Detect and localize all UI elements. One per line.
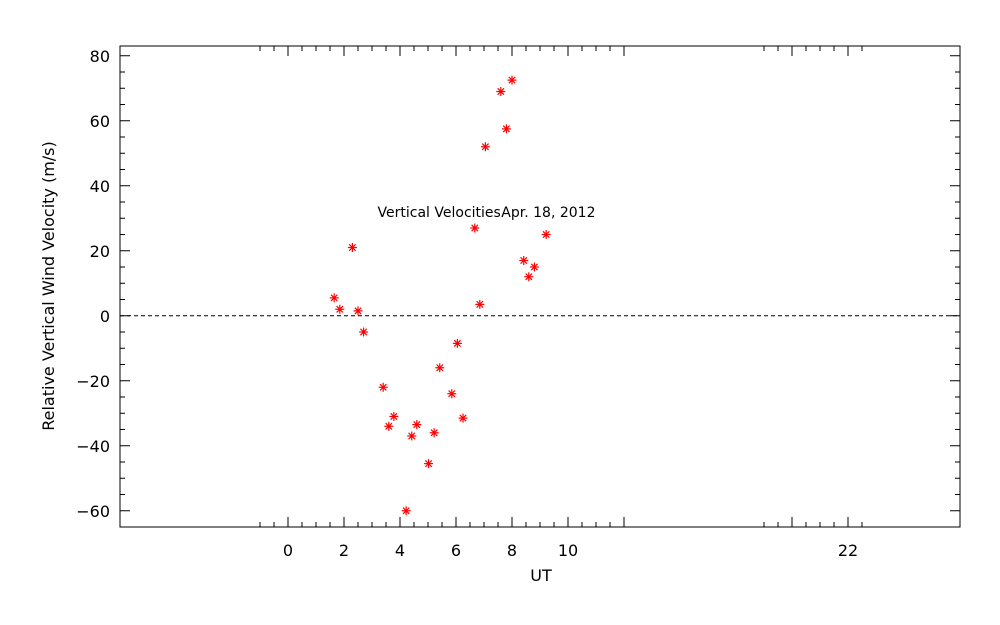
data-point <box>529 262 539 272</box>
ticks-layer <box>120 46 960 527</box>
data-point <box>407 431 417 441</box>
tick-labels-layer: 22 0 2 4 6 8 10 −60 −40 −20 0 20 40 60 80 <box>76 47 858 560</box>
data-point <box>524 272 534 282</box>
data-point <box>424 459 434 469</box>
y-tick-label: 60 <box>90 112 110 131</box>
data-point <box>452 338 462 348</box>
data-point <box>389 412 399 421</box>
x-tick-label: 2 <box>339 541 349 560</box>
data-point <box>384 421 394 431</box>
data-point <box>347 243 357 252</box>
x-axis-title: UT <box>530 566 552 585</box>
data-point <box>401 506 411 516</box>
x-tick-label: 22 <box>838 541 858 560</box>
y-tick-label: 20 <box>90 242 110 261</box>
data-points-layer <box>329 75 551 516</box>
annotation-vertical-velocities: Vertical Velocities <box>378 205 501 221</box>
x-tick-label: 4 <box>395 541 405 560</box>
x-tick-label: 0 <box>283 541 293 560</box>
data-point <box>458 413 468 423</box>
data-point <box>501 124 511 134</box>
data-point <box>378 382 388 392</box>
data-point <box>507 75 517 85</box>
x-tick-label: 6 <box>451 541 461 560</box>
annotation-date: Apr. 18, 2012 <box>501 205 595 221</box>
y-tick-label: 40 <box>90 177 110 196</box>
x-tick-label: 8 <box>507 541 517 560</box>
data-point <box>359 327 369 337</box>
data-point <box>353 306 363 316</box>
y-tick-label: 80 <box>90 47 110 66</box>
y-tick-label: 0 <box>100 307 110 326</box>
plot-frame <box>119 45 961 528</box>
axes-layer <box>119 45 961 528</box>
data-point <box>435 363 445 373</box>
data-point <box>475 299 485 309</box>
y-tick-label: −20 <box>76 372 110 391</box>
y-tick-label: −60 <box>76 502 110 521</box>
y-axis-title: Relative Vertical Wind Velocity (m/s) <box>39 141 58 431</box>
data-point <box>541 230 551 239</box>
data-point <box>496 87 506 96</box>
data-point <box>329 293 339 303</box>
data-point <box>447 389 457 399</box>
data-point <box>412 420 422 430</box>
data-point <box>519 256 529 265</box>
y-tick-label: −40 <box>76 437 110 456</box>
x-tick-label: 10 <box>558 541 578 560</box>
data-point <box>470 223 480 233</box>
data-point <box>429 428 439 438</box>
data-point <box>480 142 490 152</box>
data-point <box>335 304 345 314</box>
